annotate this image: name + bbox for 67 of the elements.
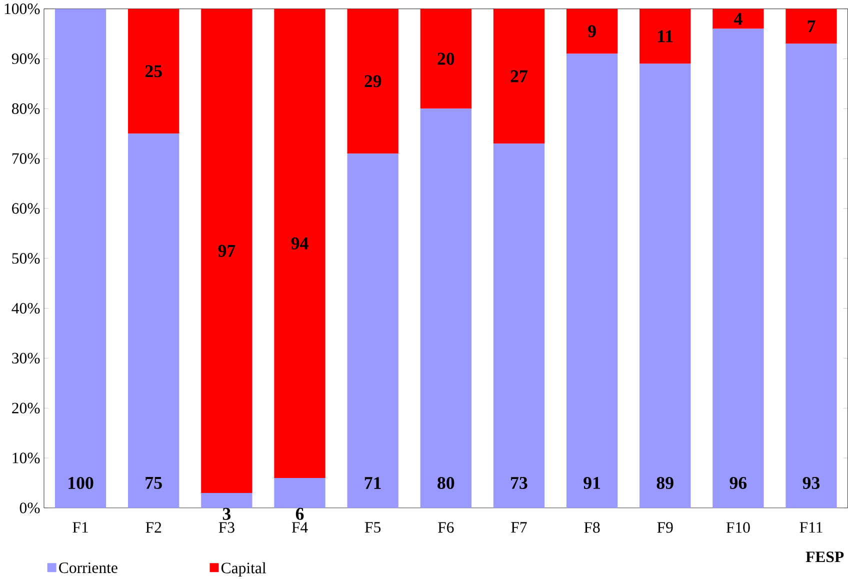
y-tick-label: 40% (12, 302, 40, 314)
data-label: 73 (511, 476, 528, 489)
x-tick-label: F4 (292, 522, 308, 533)
bar (347, 154, 398, 508)
bar (566, 8, 618, 54)
legend-label: Corriente (59, 562, 118, 574)
data-label: 93 (802, 476, 820, 489)
bar (54, 8, 106, 508)
x-tick-label: F8 (584, 522, 600, 533)
data-label: 9 (588, 25, 596, 38)
text: FESP (806, 552, 844, 562)
x-tick-label: F10 (726, 522, 750, 533)
x-tick-label: F9 (657, 522, 673, 533)
bar (420, 8, 472, 109)
data-label: 29 (364, 75, 382, 88)
y-tick-label: 80% (12, 103, 40, 114)
data-label: 71 (364, 477, 381, 489)
bar (712, 28, 764, 508)
bar (712, 8, 764, 29)
y-tick-label: 90% (12, 53, 40, 64)
bar (128, 8, 180, 134)
data-label: 94 (291, 237, 308, 250)
data-label: 80 (438, 476, 454, 490)
x-tick-label: F7 (511, 522, 527, 532)
data-label: 3 (222, 508, 231, 520)
x-tick-label: F3 (218, 522, 234, 533)
bar (274, 8, 326, 478)
bar (640, 64, 691, 508)
data-label: 75 (146, 477, 162, 489)
bar (493, 144, 545, 508)
data-label: 6 (296, 508, 304, 520)
bar (786, 44, 837, 508)
x-tick-label: F1 (72, 522, 88, 533)
bar (640, 8, 691, 64)
bar (274, 478, 326, 508)
y-tick-label: 60% (12, 203, 40, 214)
bar (420, 108, 472, 508)
data-label: 11 (658, 30, 673, 42)
y-tick-label: 30% (12, 352, 40, 364)
data-label: 100 (68, 476, 94, 490)
x-tick-label: F11 (800, 522, 822, 533)
y-tick-label: 100% (4, 4, 40, 14)
data-label: 97 (218, 244, 236, 257)
data-label: 91 (584, 476, 600, 489)
y-tick-label: 10% (12, 452, 40, 464)
bar (566, 54, 618, 508)
data-label: 25 (145, 65, 162, 78)
bar (493, 8, 545, 144)
x-tick-label: F5 (364, 522, 381, 533)
y-tick-label: 50% (12, 253, 40, 264)
data-label: 4 (734, 12, 742, 25)
legend-label: Capital (221, 562, 266, 577)
data-label: 20 (438, 52, 454, 65)
bar (201, 492, 252, 508)
data-label: 27 (510, 70, 528, 82)
y-tick-label: 70% (12, 153, 40, 164)
data-label: 89 (656, 476, 674, 490)
bar (347, 8, 398, 154)
x-tick-label: F2 (146, 522, 162, 533)
data-label: 7 (808, 20, 816, 32)
data-label: 96 (730, 476, 747, 489)
y-tick-label: 20% (12, 402, 40, 414)
bar (201, 8, 252, 493)
bar (786, 8, 837, 44)
bar (128, 134, 180, 508)
y-tick-label: 0% (20, 502, 40, 514)
x-tick-label: F6 (438, 522, 454, 533)
